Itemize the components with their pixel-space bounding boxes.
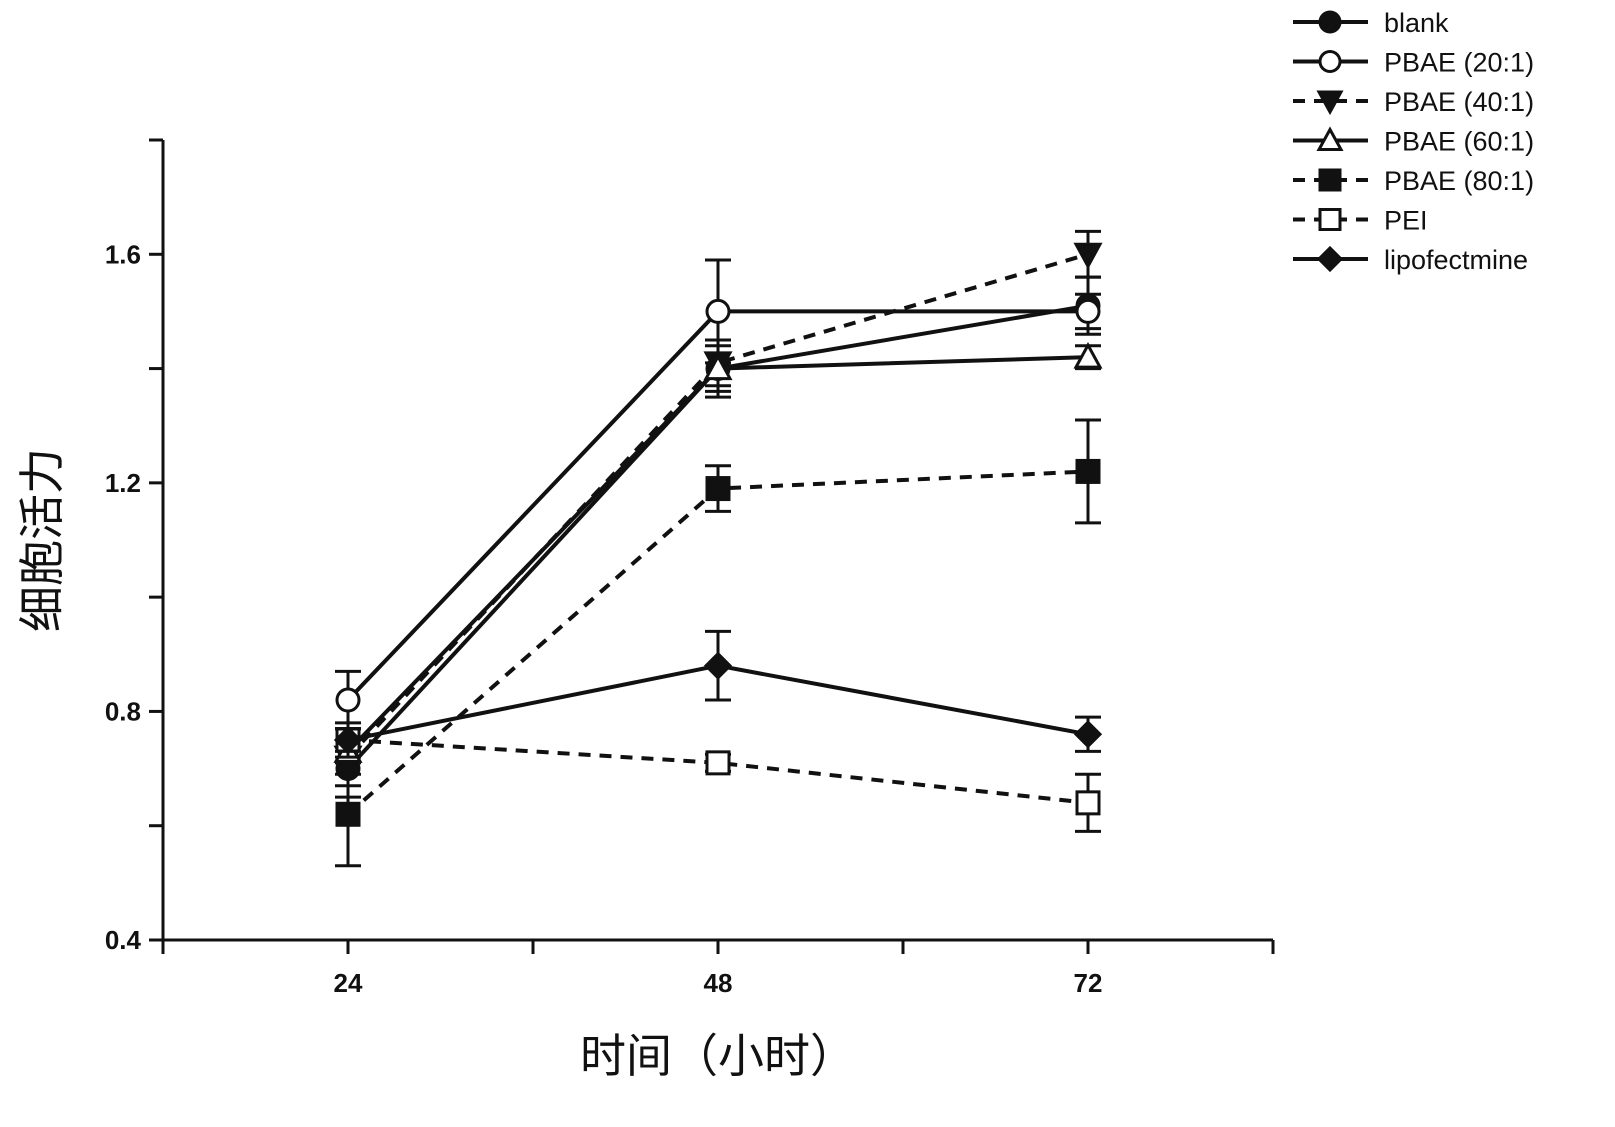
x-axis-title: 时间（小时） — [580, 1029, 856, 1083]
legend-entry: blank — [1293, 8, 1449, 38]
axes: 0.4 0.8 1.2 1.6 24 48 72 — [105, 140, 1273, 998]
data-point — [1076, 722, 1100, 746]
legend-label: PBAE (80:1) — [1384, 166, 1534, 196]
legend-marker — [1320, 12, 1340, 32]
legend-label: PBAE (60:1) — [1384, 127, 1534, 157]
legend-entry: PEI — [1293, 206, 1428, 236]
legend: blank PBAE (20:1) PBAE (40:1) PBAE (60:1) PB… — [1293, 8, 1534, 275]
y-tick-label: 1.6 — [105, 239, 141, 269]
y-axis-title: 细胞活力 — [15, 448, 69, 632]
legend-label: PBAE (20:1) — [1384, 48, 1534, 78]
legend-label: blank — [1384, 8, 1449, 38]
legend-label: lipofectmine — [1384, 245, 1528, 275]
legend-entry: PBAE (60:1) — [1293, 127, 1534, 157]
data-point — [337, 803, 359, 825]
data-point — [1077, 792, 1099, 814]
legend-marker — [1319, 248, 1341, 270]
legend-entry: PBAE (40:1) — [1293, 87, 1534, 117]
y-tick-label: 1.2 — [105, 468, 141, 498]
legend-entry: PBAE (20:1) — [1293, 48, 1534, 78]
data-point — [707, 478, 729, 500]
data-point — [337, 689, 359, 711]
legend-marker — [1320, 210, 1340, 230]
data-point — [1076, 244, 1100, 266]
data-point — [1077, 460, 1099, 482]
data-point — [707, 300, 729, 322]
legend-label: PEI — [1384, 206, 1428, 236]
data-point — [707, 752, 729, 774]
x-tick-label: 48 — [704, 968, 733, 998]
data-point — [706, 654, 730, 678]
y-tick-label: 0.4 — [105, 925, 142, 955]
data-point — [1077, 300, 1099, 322]
legend-marker — [1320, 52, 1340, 72]
series-3 — [335, 345, 1101, 774]
legend-entry: PBAE (80:1) — [1293, 166, 1534, 196]
legend-entry: lipofectmine — [1293, 245, 1528, 275]
series-5 — [335, 729, 1101, 832]
legend-marker — [1320, 170, 1340, 190]
x-tick-label: 72 — [1074, 968, 1103, 998]
legend-label: PBAE (40:1) — [1384, 87, 1534, 117]
y-tick-label: 0.8 — [105, 696, 141, 726]
x-tick-label: 24 — [334, 968, 363, 998]
series-layer — [335, 231, 1101, 865]
